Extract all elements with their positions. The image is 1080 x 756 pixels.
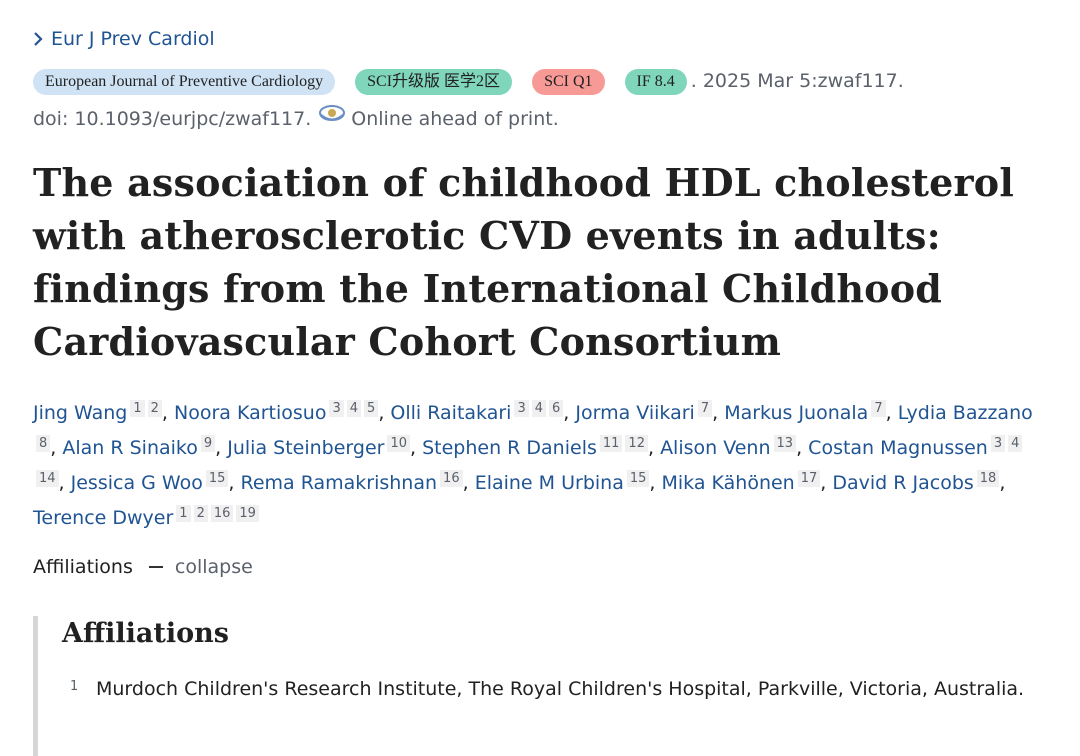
author-separator: , [378, 402, 391, 424]
collapse-button[interactable]: collapse [148, 556, 253, 578]
author-link[interactable]: Costan Magnussen [808, 437, 988, 459]
author-separator: , [885, 402, 898, 424]
author-separator: , [647, 437, 661, 459]
author-separator: , [999, 472, 1006, 494]
affiliation-ref[interactable]: 14 [36, 470, 59, 487]
affiliation-ref[interactable]: 8 [36, 435, 51, 452]
affiliation-text: Murdoch Children's Research Institute, T… [96, 678, 1025, 700]
author-link[interactable]: Jessica G Woo [70, 472, 203, 494]
affiliation-ref[interactable]: 6 [549, 400, 564, 417]
doi: doi: 10.1093/eurjpc/zwaf117. [33, 108, 312, 130]
affiliation-ref[interactable]: 4 [1008, 435, 1023, 452]
online-ahead-icon [317, 102, 347, 140]
affiliation-ref[interactable]: 4 [531, 400, 547, 417]
author-link[interactable]: Lydia Bazzano [897, 402, 1033, 424]
affiliation-ref[interactable]: 3 [990, 435, 1006, 452]
affiliation-ref[interactable]: 2 [147, 400, 162, 417]
publication-date: . 2025 Mar 5:zwaf117. [690, 70, 904, 92]
sci-badge[interactable]: SCI升级版 医学2区 [355, 69, 513, 95]
author-separator: , [215, 437, 228, 459]
journal-link[interactable]: Eur J Prev Cardiol [33, 28, 215, 50]
affiliation-ref[interactable]: 16 [440, 470, 463, 487]
author-separator: , [58, 472, 71, 494]
author-link[interactable]: David R Jacobs [832, 472, 974, 494]
affiliation-ref[interactable]: 7 [871, 400, 886, 417]
author-separator: , [649, 472, 662, 494]
collapse-label: collapse [174, 556, 253, 578]
author-separator: , [820, 472, 833, 494]
author-link[interactable]: Jing Wang [33, 402, 128, 424]
author-separator: , [796, 437, 809, 459]
author-link[interactable]: Markus Juonala [724, 402, 869, 424]
affiliation-number: 1 [70, 679, 79, 694]
author-link[interactable]: Mika Kähönen [661, 472, 795, 494]
chevron-right-icon [34, 32, 43, 46]
affiliations-toggle: Affiliations collapse [33, 556, 253, 578]
affiliation-ref[interactable]: 17 [797, 470, 821, 487]
sci-q1-badge[interactable]: SCI Q1 [532, 69, 605, 95]
author-separator: , [228, 472, 241, 494]
affiliation-ref[interactable]: 7 [697, 400, 713, 417]
affiliation-ref[interactable]: 19 [236, 505, 259, 522]
author-link[interactable]: Julia Steinberger [227, 437, 385, 459]
author-link[interactable]: Noora Kartiosuo [174, 402, 327, 424]
affiliation-ref[interactable]: 2 [193, 505, 208, 522]
journal-link-label: Eur J Prev Cardiol [51, 28, 215, 50]
affiliations-heading: Affiliations [62, 618, 229, 649]
author-separator: , [563, 402, 576, 424]
affiliation-ref[interactable]: 16 [210, 505, 234, 522]
affiliation-ref[interactable]: 11 [599, 435, 623, 452]
author-link[interactable]: Jorma Viikari [575, 402, 695, 424]
author-link[interactable]: Alison Venn [660, 437, 771, 459]
author-list: Jing Wang 1 2, Noora Kartiosuo 3 4 5, Olli Ra… [33, 396, 1043, 536]
affiliation-ref[interactable]: 15 [205, 470, 229, 487]
article-title: The association of childhood HDL cholest… [33, 160, 1014, 364]
author-separator: , [462, 472, 475, 494]
citation: European Journal of Preventive Cardiolog… [33, 62, 1043, 140]
affiliation-ref[interactable]: 3 [329, 400, 344, 417]
author-separator: , [410, 437, 423, 459]
impact-factor-badge[interactable]: IF 8.4 [624, 69, 687, 95]
affiliation-ref[interactable]: 12 [625, 435, 648, 452]
affiliation-ref[interactable]: 15 [626, 470, 650, 487]
author-link[interactable]: Rema Ramakrishnan [240, 472, 438, 494]
affiliation-ref[interactable]: 4 [346, 400, 362, 417]
affiliation-item: 1 Murdoch Children's Research Institute,… [70, 672, 1030, 706]
author-link[interactable]: Stephen R Daniels [422, 437, 597, 459]
affiliations-panel: Affiliations 1 Murdoch Children's Resear… [33, 616, 1048, 756]
author-link[interactable]: Alan R Sinaiko [62, 437, 198, 459]
author-link[interactable]: Terence Dwyer [33, 507, 174, 529]
affiliation-ref[interactable]: 1 [176, 505, 191, 522]
author-separator: , [712, 402, 725, 424]
online-ahead-text: Online ahead of print. [351, 108, 559, 130]
affiliation-ref[interactable]: 13 [773, 435, 797, 452]
affiliation-ref[interactable]: 9 [200, 435, 216, 452]
affiliation-ref[interactable]: 5 [364, 400, 379, 417]
author-separator: , [161, 402, 174, 424]
affiliation-ref[interactable]: 18 [976, 470, 1000, 487]
minus-icon [148, 566, 163, 568]
affiliation-ref[interactable]: 10 [387, 435, 410, 452]
author-separator: , [50, 437, 63, 459]
affiliation-ref[interactable]: 1 [130, 400, 145, 417]
author-link[interactable]: Elaine M Urbina [474, 472, 624, 494]
journal-badge[interactable]: European Journal of Preventive Cardiolog… [33, 69, 336, 95]
author-link[interactable]: Olli Raitakari [390, 402, 512, 424]
affiliation-ref[interactable]: 3 [514, 400, 529, 417]
affiliations-toggle-label: Affiliations [33, 556, 133, 578]
